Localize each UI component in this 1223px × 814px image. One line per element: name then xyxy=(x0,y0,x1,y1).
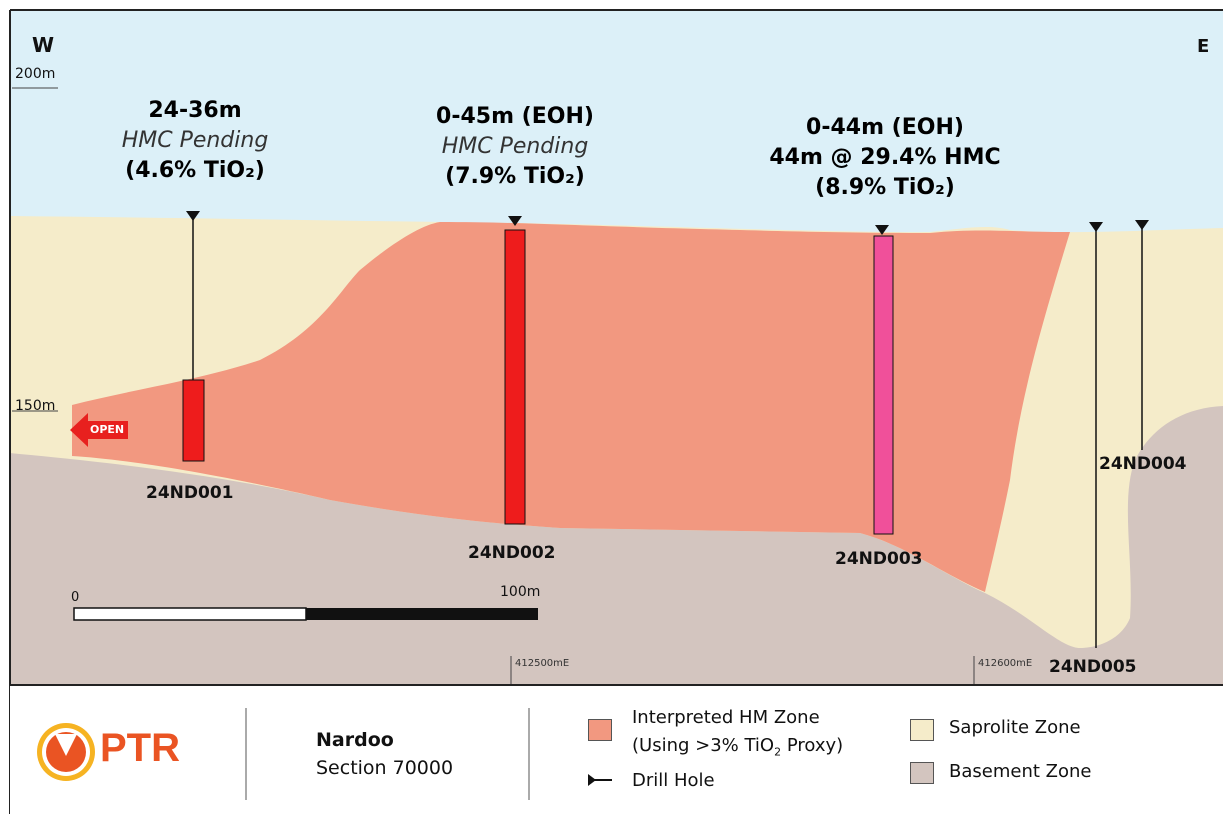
section-name: Section 70000 xyxy=(316,757,454,779)
hole2-grade: (7.9% TiO₂) xyxy=(445,164,585,189)
hole3-annotation: 0-44m (EOH) 44m @ 29.4% HMC (8.9% TiO₂) xyxy=(755,113,1015,203)
hole1-grade: (4.6% TiO₂) xyxy=(125,158,265,183)
hole-label-24nd001: 24ND001 xyxy=(146,483,234,503)
scale-bar-white xyxy=(73,607,307,621)
west-label: W xyxy=(32,33,55,57)
hole1-interval-bar xyxy=(182,379,205,462)
drill-collar-marker xyxy=(508,216,522,226)
legend-saprolite-swatch xyxy=(910,719,934,741)
east-label: E xyxy=(1197,36,1210,57)
scale-start-label: 0 xyxy=(71,590,80,605)
hole-label-24nd002: 24ND002 xyxy=(468,543,556,563)
hole2-note: HMC Pending xyxy=(441,134,589,159)
drill-collar-marker xyxy=(1135,220,1149,230)
hole1-annotation: 24-36m HMC Pending (4.6% TiO₂) xyxy=(95,96,295,186)
legend-hm-swatch xyxy=(588,719,612,741)
legend-basement-label: Basement Zone xyxy=(949,761,1092,782)
scale-bar-black xyxy=(306,608,538,620)
easting-412500-label: 412500mE xyxy=(515,658,570,669)
hole2-annotation: 0-45m (EOH) HMC Pending (7.9% TiO₂) xyxy=(400,102,630,192)
easting-412600-label: 412600mE xyxy=(978,658,1033,669)
elevation-200m-label: 200m xyxy=(15,66,56,82)
drill-collar-marker xyxy=(1089,222,1103,232)
hole1-interval: 24-36m xyxy=(148,98,242,123)
legend-drill-hole-label: Drill Hole xyxy=(632,770,715,791)
legend-hm-line1: Interpreted HM Zone xyxy=(632,707,820,728)
hm-interpreted-zone xyxy=(72,222,1070,592)
drill-collar-marker xyxy=(875,225,889,235)
hole-label-24nd003: 24ND003 xyxy=(835,549,923,569)
scale-end-label: 100m xyxy=(500,584,541,600)
hole-label-24nd004: 24ND004 xyxy=(1099,454,1187,474)
project-name: Nardoo xyxy=(316,729,394,751)
open-arrow-icon xyxy=(70,413,128,447)
hole2-interval-bar xyxy=(504,229,526,525)
hole3-grade: (8.9% TiO₂) xyxy=(815,175,955,200)
ptr-logo-text: PTR xyxy=(100,726,180,770)
hole2-interval: 0-45m (EOH) xyxy=(436,104,594,129)
hole3-interval-bar xyxy=(873,235,894,535)
legend-hm-line2: (Using >3% TiO2 Proxy) xyxy=(632,735,844,759)
legend-saprolite-label: Saprolite Zone xyxy=(949,717,1081,738)
open-label: OPEN xyxy=(90,423,125,436)
ptr-logo-icon xyxy=(37,723,95,781)
hole3-result: 44m @ 29.4% HMC xyxy=(769,145,1001,170)
hole1-note: HMC Pending xyxy=(121,128,269,153)
legend-basement-swatch xyxy=(910,762,934,784)
elevation-150m-label: 150m xyxy=(15,398,56,414)
drill-collar-marker xyxy=(186,211,200,221)
legend-panel xyxy=(10,685,1223,814)
hole-label-24nd005: 24ND005 xyxy=(1049,657,1137,677)
hole3-interval: 0-44m (EOH) xyxy=(806,115,964,140)
